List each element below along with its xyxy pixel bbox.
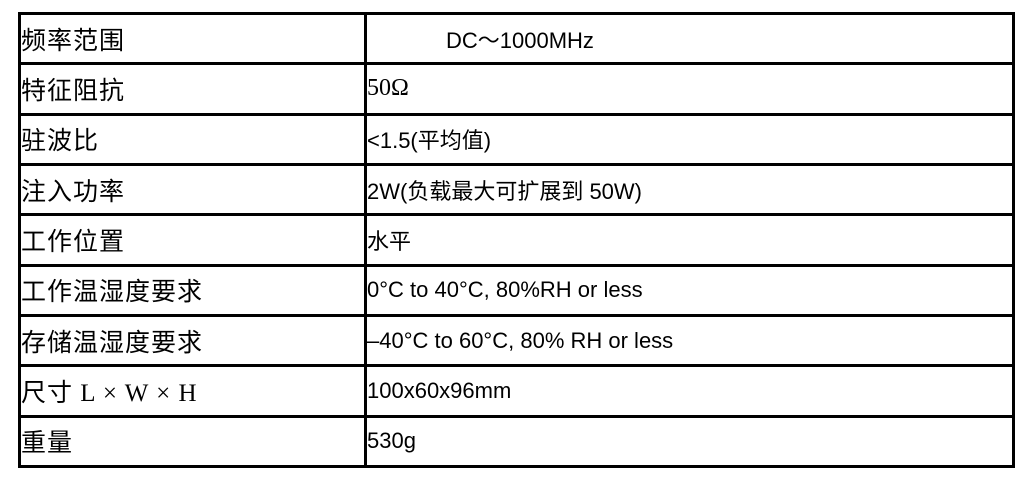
spec-value-cell: 50Ω xyxy=(364,62,1015,116)
spec-label-cell: 特征阻抗 xyxy=(18,62,367,116)
spec-label-cell: 重量 xyxy=(18,414,367,469)
spec-label-cell: 驻波比 xyxy=(18,112,367,166)
spec-label-cell: 工作温湿度要求 xyxy=(18,263,367,317)
spec-value-cell: 530g xyxy=(364,414,1015,469)
table-row: 频率范围 DC～1000MHz xyxy=(18,11,1015,66)
table-row: 注入功率 2W(负载最大可扩展到 50W) xyxy=(18,162,1015,217)
table-row: 重量 530g xyxy=(18,414,1015,469)
spec-label-cell: 频率范围 xyxy=(18,11,367,66)
spec-label-cell: 注入功率 xyxy=(18,162,367,217)
spec-label-cell: 尺寸 L × W × H xyxy=(18,364,367,418)
spec-value-cell: <1.5(平均值) xyxy=(364,112,1015,166)
spec-value-cell: 水平 xyxy=(364,213,1015,267)
table-row: 驻波比 <1.5(平均值) xyxy=(18,112,1015,166)
table-row: 特征阻抗 50Ω xyxy=(18,62,1015,116)
spec-value-cell: 100x60x96mm xyxy=(364,364,1015,418)
table-row: 工作位置 水平 xyxy=(18,213,1015,267)
table-row: 存储温湿度要求 –40°C to 60°C, 80% RH or less xyxy=(18,313,1015,368)
spec-label-cell: 工作位置 xyxy=(18,213,367,267)
spec-value-cell: 0°C to 40°C, 80%RH or less xyxy=(364,263,1015,317)
spec-value-cell: –40°C to 60°C, 80% RH or less xyxy=(364,313,1015,368)
table-row: 尺寸 L × W × H 100x60x96mm xyxy=(18,364,1015,418)
spec-value-cell: 2W(负载最大可扩展到 50W) xyxy=(364,162,1015,217)
spec-value-cell: DC～1000MHz xyxy=(364,11,1015,66)
table-row: 工作温湿度要求 0°C to 40°C, 80%RH or less xyxy=(18,263,1015,317)
spec-table: 频率范围 DC～1000MHz 特征阻抗 50Ω 驻波比 <1.5(平均值) 注入功率 2W(… xyxy=(18,11,1015,469)
spec-label-cell: 存储温湿度要求 xyxy=(18,313,367,368)
spec-table-body: 频率范围 DC～1000MHz 特征阻抗 50Ω 驻波比 <1.5(平均值) 注入功率 2W(… xyxy=(18,11,1015,469)
